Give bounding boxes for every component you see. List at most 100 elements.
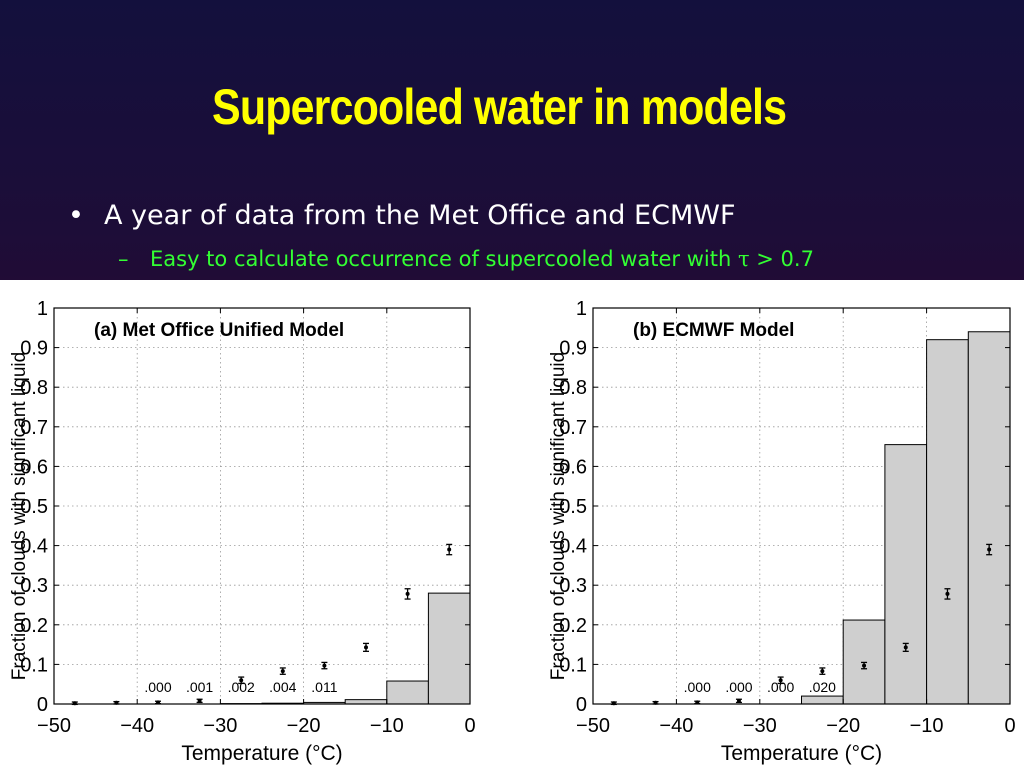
bar <box>344 699 388 705</box>
data-point <box>405 591 410 596</box>
bar <box>967 331 1011 705</box>
y-tick-label: 0 <box>37 694 48 716</box>
y-tick-label: 0.7 <box>559 417 587 439</box>
data-point <box>322 663 327 668</box>
observation-point <box>279 667 286 675</box>
observation-point <box>446 543 453 556</box>
y-tick-label: 0.4 <box>559 536 587 558</box>
bar <box>386 680 429 705</box>
bar-value-label: .011 <box>311 679 337 695</box>
bar <box>427 592 471 705</box>
data-point <box>736 698 741 703</box>
x-tick-label: −20 <box>287 715 321 737</box>
sub-bullet-tail: > 0.7 <box>749 247 814 271</box>
x-tick-label: −50 <box>37 715 71 737</box>
chart-title: (b) ECMWF Model <box>633 320 794 341</box>
x-tick-label: −30 <box>743 715 777 737</box>
y-tick-label: 0.2 <box>20 615 48 637</box>
bar-value-label: .000 <box>144 679 171 695</box>
data-point <box>280 669 285 674</box>
x-tick-label: −10 <box>370 715 404 737</box>
y-axis-label: Fraction of clouds with significant liqu… <box>548 352 569 680</box>
data-point <box>447 547 452 552</box>
y-tick-label: 0.2 <box>559 615 587 637</box>
bar-value-label: .000 <box>725 679 752 695</box>
bullet-text: A year of data from the Met Office and E… <box>104 200 736 231</box>
sub-bullet-item: – Easy to calculate occurrence of superco… <box>118 243 814 275</box>
y-tick-label: 1 <box>576 298 587 320</box>
observation-point <box>610 701 617 706</box>
y-tick-label: 0.1 <box>559 654 587 676</box>
y-tick-label: 0.9 <box>559 338 587 360</box>
y-tick-label: 0.8 <box>20 377 48 399</box>
bullet-item: • A year of data from the Met Office and … <box>68 196 735 236</box>
y-tick-label: 0.3 <box>559 575 587 597</box>
observation-point <box>321 661 328 670</box>
bar-value-label: .000 <box>767 679 794 695</box>
slide-title: Supercooled water in models <box>212 79 787 135</box>
charts-svg: .000 .001 .002 .004 .011 0 0.1 0.2 0.3 0.4 0.5 0.6 0… <box>9 298 1016 765</box>
observation-point <box>238 676 245 685</box>
bar <box>884 444 928 705</box>
observation-point <box>861 661 868 670</box>
data-point <box>862 663 867 668</box>
bar-value-label: .000 <box>684 679 711 695</box>
x-tick-label: −50 <box>576 715 610 737</box>
bar <box>801 695 844 705</box>
y-tick-label: 0.1 <box>20 654 48 676</box>
y-tick-label: 0 <box>576 694 587 716</box>
x-tick-label: 0 <box>1004 715 1015 737</box>
x-axis-label: Temperature (°C) <box>721 742 882 765</box>
observation-point <box>902 642 909 652</box>
chart-title: (a) Met Office Unified Model <box>94 320 344 341</box>
bullet-dot-icon: • <box>68 200 84 231</box>
observation-point <box>735 698 742 704</box>
x-tick-label: −30 <box>203 715 237 737</box>
observation-point <box>819 667 826 675</box>
y-axis-label: Fraction of clouds with significant liqu… <box>9 352 30 680</box>
bar-value-label: .020 <box>809 679 836 695</box>
chart-met-office: .000 .001 .002 .004 .011 0 0.1 0.2 0.3 0.4 0.5 0.6 0… <box>9 298 476 765</box>
x-tick-label: −40 <box>659 715 693 737</box>
y-tick-label: 0.6 <box>20 456 48 478</box>
data-point <box>903 645 908 650</box>
x-tick-label: 0 <box>464 715 475 737</box>
y-tick-label: 0.3 <box>20 575 48 597</box>
x-axis-label: Temperature (°C) <box>181 742 342 765</box>
data-point <box>987 547 992 552</box>
bar-value-label: .001 <box>186 679 213 695</box>
chart-ecmwf: .000 .000 .000 .020 0 0.1 0.2 0.3 0.4 0.5 0.6 0.7 0.… <box>548 298 1016 765</box>
y-tick-label: 0.9 <box>20 338 48 360</box>
observation-point <box>944 588 951 600</box>
tau-symbol: τ <box>737 247 750 271</box>
y-tick-label: 0.5 <box>20 496 48 518</box>
x-tick-label: −40 <box>120 715 154 737</box>
data-point <box>778 678 783 683</box>
x-tick-label: −20 <box>826 715 860 737</box>
data-point <box>239 678 244 683</box>
observation-point <box>986 543 993 556</box>
data-point <box>364 645 368 650</box>
y-tick-label: 0.8 <box>559 377 587 399</box>
x-tick-label: −10 <box>910 715 944 737</box>
data-point <box>945 591 950 596</box>
y-tick-label: 0.7 <box>20 417 48 439</box>
y-tick-label: 0.5 <box>559 496 587 518</box>
sub-bullet-dash-icon: – <box>118 247 129 271</box>
y-tick-label: 1 <box>37 298 48 320</box>
chart-panel: .000 .001 .002 .004 .011 0 0.1 0.2 0.3 0.4 0.5 0.6 0… <box>0 280 1024 768</box>
data-point <box>611 701 616 706</box>
y-tick-label: 0.4 <box>20 536 48 558</box>
bar-value-label: .002 <box>228 679 255 695</box>
observation-point <box>196 698 203 704</box>
observation-point <box>363 642 369 652</box>
bar-value-label: .004 <box>269 679 296 695</box>
y-tick-label: 0.6 <box>559 456 587 478</box>
data-point <box>72 701 77 706</box>
data-point <box>197 698 202 703</box>
observation-point <box>71 701 78 706</box>
data-point <box>820 669 825 674</box>
sub-bullet-text: Easy to calculate occurrence of supercoo… <box>150 247 738 271</box>
bar <box>926 339 969 705</box>
observation-point <box>404 588 411 600</box>
